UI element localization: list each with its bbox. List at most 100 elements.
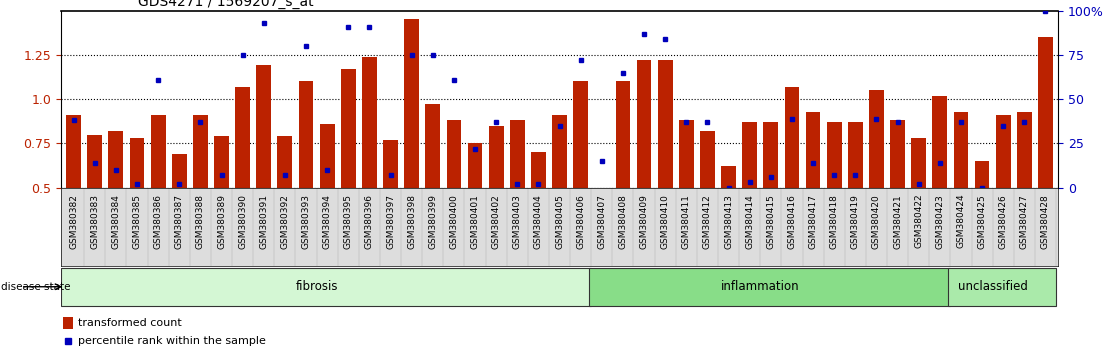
Bar [637,60,652,276]
Bar [1038,37,1053,276]
Text: GSM380384: GSM380384 [112,194,121,249]
Text: GSM380415: GSM380415 [767,194,776,249]
FancyBboxPatch shape [589,268,951,306]
Bar [975,161,989,276]
Bar [341,69,356,276]
Text: GSM380427: GSM380427 [1019,194,1029,249]
Text: GSM380388: GSM380388 [196,194,205,249]
Bar [109,131,123,276]
Text: GSM380414: GSM380414 [746,194,755,249]
Text: GSM380386: GSM380386 [154,194,163,249]
Text: GSM380423: GSM380423 [935,194,944,249]
Text: GSM380385: GSM380385 [133,194,142,249]
Bar [193,115,208,276]
Text: GSM380413: GSM380413 [724,194,733,249]
Bar [489,126,503,276]
Text: GSM380383: GSM380383 [90,194,100,249]
Text: percentile rank within the sample: percentile rank within the sample [78,336,266,346]
Text: GSM380428: GSM380428 [1040,194,1050,249]
Text: GSM380405: GSM380405 [555,194,564,249]
Text: GSM380391: GSM380391 [259,194,268,249]
Text: GSM380403: GSM380403 [513,194,522,249]
Bar [1017,112,1032,276]
Bar [573,81,588,276]
Bar [933,96,947,276]
Bar [890,120,905,276]
Text: GSM380400: GSM380400 [450,194,459,249]
FancyBboxPatch shape [948,268,1056,306]
Text: GSM380394: GSM380394 [322,194,331,249]
Bar [277,136,293,276]
Bar [214,136,229,276]
Text: GSM380390: GSM380390 [238,194,247,249]
Text: GSM380393: GSM380393 [301,194,310,249]
Bar [383,140,398,276]
Text: GSM380401: GSM380401 [471,194,480,249]
Bar [299,81,314,276]
Bar [700,131,715,276]
Bar [468,143,482,276]
Text: fibrosis: fibrosis [296,280,338,293]
Bar [172,154,186,276]
Text: GSM380421: GSM380421 [893,194,902,249]
Text: GSM380419: GSM380419 [851,194,860,249]
Bar [63,317,73,329]
Text: GSM380389: GSM380389 [217,194,226,249]
Bar [869,90,884,276]
Bar [594,196,609,276]
Text: GSM380399: GSM380399 [429,194,438,249]
Text: GSM380387: GSM380387 [175,194,184,249]
Bar [616,81,630,276]
Text: GSM380392: GSM380392 [280,194,289,249]
Text: GSM380420: GSM380420 [872,194,881,249]
Bar [806,112,820,276]
Bar [66,115,81,276]
Text: GSM380418: GSM380418 [830,194,839,249]
Text: GSM380412: GSM380412 [702,194,712,249]
Text: GSM380411: GSM380411 [681,194,690,249]
Bar [425,104,440,276]
Text: GSM380397: GSM380397 [386,194,396,249]
Bar [447,120,461,276]
Text: GSM380398: GSM380398 [407,194,417,249]
Text: GSM380407: GSM380407 [597,194,606,249]
Bar [679,120,694,276]
Text: GSM380395: GSM380395 [343,194,352,249]
Text: GSM380409: GSM380409 [639,194,648,249]
Text: GSM380426: GSM380426 [998,194,1007,249]
Text: GSM380424: GSM380424 [956,194,965,249]
Text: GSM380422: GSM380422 [914,194,923,249]
Bar [362,57,377,276]
Text: GSM380382: GSM380382 [69,194,79,249]
Bar [88,135,102,276]
Bar [763,122,778,276]
Bar [151,115,165,276]
Bar [996,115,1010,276]
Bar [784,87,799,276]
Text: GSM380408: GSM380408 [618,194,627,249]
Bar [742,122,757,276]
Bar [721,166,736,276]
Bar [954,112,968,276]
Text: disease state: disease state [1,282,71,292]
Text: inflammation: inflammation [721,280,800,293]
Text: GSM380417: GSM380417 [809,194,818,249]
Bar [827,122,842,276]
Bar [510,120,525,276]
Bar [658,60,673,276]
Bar [531,152,546,276]
Text: unclassified: unclassified [957,280,1027,293]
Text: GSM380425: GSM380425 [977,194,986,249]
Text: GDS4271 / 1569207_s_at: GDS4271 / 1569207_s_at [138,0,315,9]
Text: GSM380396: GSM380396 [365,194,373,249]
Bar [404,19,419,276]
Text: GSM380410: GSM380410 [660,194,669,249]
Text: GSM380404: GSM380404 [534,194,543,249]
Text: GSM380402: GSM380402 [492,194,501,249]
Text: GSM380416: GSM380416 [788,194,797,249]
Bar [552,115,567,276]
FancyBboxPatch shape [61,268,592,306]
Bar [911,138,926,276]
Text: GSM380406: GSM380406 [576,194,585,249]
Bar [848,122,863,276]
